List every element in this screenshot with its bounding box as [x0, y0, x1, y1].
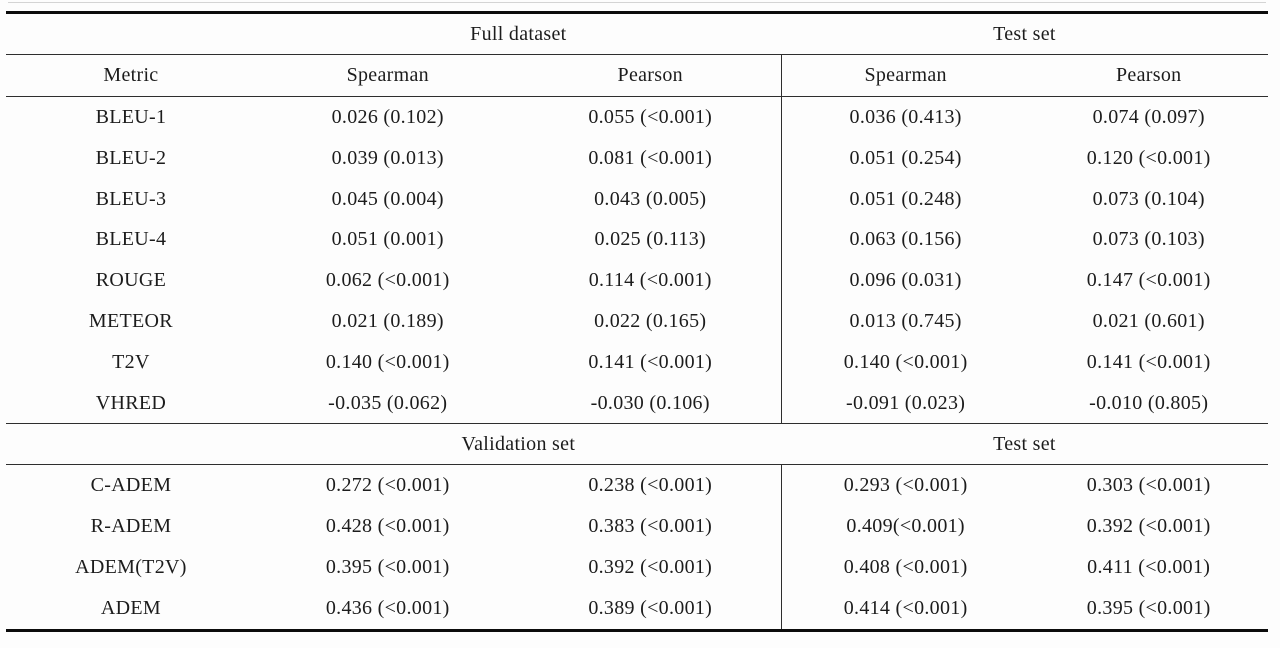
table-row-bleu4: BLEU-4 0.051 (0.001) 0.025 (0.113) 0.063… — [6, 219, 1268, 261]
value-cell: 0.395 (<0.001) — [325, 555, 450, 578]
value-cell: 0.140 (<0.001) — [780, 341, 1030, 383]
value-cell: 0.039 (0.013) — [331, 146, 444, 169]
group-header-full-dataset: Full dataset — [470, 23, 567, 45]
metric-cell: C-ADEM — [90, 474, 172, 497]
column-header-row: Metric Spearman Pearson Spearman Pearson — [6, 55, 1268, 96]
value-cell: 0.025 (0.113) — [594, 228, 706, 251]
value-cell: 0.428 (<0.001) — [325, 515, 450, 538]
table-row-meteor: METEOR 0.021 (0.189) 0.022 (0.165) 0.013… — [6, 300, 1268, 342]
value-cell: 0.293 (<0.001) — [780, 465, 1030, 507]
table-row-r-adem: R-ADEM 0.428 (<0.001) 0.383 (<0.001) 0.4… — [6, 506, 1268, 547]
column-header-spearman-left: Spearman — [346, 64, 429, 86]
metric-cell: T2V — [112, 350, 150, 373]
value-cell: 0.045 (0.004) — [331, 187, 444, 210]
value-cell: 0.140 (<0.001) — [325, 350, 450, 373]
table-row-bleu2: BLEU-2 0.039 (0.013) 0.081 (<0.001) 0.05… — [6, 137, 1268, 179]
table-row-vhred: VHRED -0.035 (0.062) -0.030 (0.106) -0.0… — [6, 382, 1268, 424]
correlation-metrics-table: Full dataset Test set Metric Spearman Pe… — [6, 11, 1268, 632]
rule-above-second-group-header — [6, 423, 1268, 425]
column-header-pearson-right: Pearson — [1116, 64, 1182, 86]
value-cell: 0.392 (<0.001) — [1086, 515, 1211, 538]
column-header-pearson-left: Pearson — [617, 64, 683, 86]
metric-cell: BLEU-2 — [95, 146, 167, 169]
metric-cell: BLEU-1 — [95, 106, 167, 128]
value-cell: 0.081 (<0.001) — [588, 146, 713, 169]
value-cell: 0.114 (<0.001) — [588, 269, 712, 292]
group-header-spacer — [6, 424, 256, 464]
table-row-rouge: ROUGE 0.062 (<0.001) 0.114 (<0.001) 0.09… — [6, 260, 1268, 301]
metric-cell: ADEM(T2V) — [75, 555, 187, 578]
value-cell: -0.035 (0.062) — [328, 391, 448, 414]
value-cell: 0.120 (<0.001) — [1086, 146, 1211, 169]
value-cell: -0.091 (0.023) — [780, 382, 1030, 424]
value-cell: 0.073 (0.103) — [1092, 228, 1205, 251]
top-rule — [6, 11, 1268, 14]
value-cell: 0.436 (<0.001) — [325, 596, 450, 619]
table-row-bleu3: BLEU-3 0.045 (0.004) 0.043 (0.005) 0.051… — [6, 178, 1268, 220]
value-cell: 0.141 (<0.001) — [1086, 350, 1211, 373]
value-cell: 0.147 (<0.001) — [1086, 269, 1211, 292]
value-cell: -0.030 (0.106) — [590, 391, 710, 414]
table-row-bleu1: BLEU-1 0.026 (0.102) 0.055 (<0.001) 0.03… — [6, 97, 1268, 138]
value-cell: -0.010 (0.805) — [1089, 391, 1209, 414]
value-cell: 0.411 (<0.001) — [1087, 555, 1211, 578]
value-cell: 0.392 (<0.001) — [588, 555, 713, 578]
table-row-adem: ADEM 0.436 (<0.001) 0.389 (<0.001) 0.414… — [6, 587, 1268, 629]
value-cell: 0.389 (<0.001) — [588, 596, 713, 619]
value-cell: 0.395 (<0.001) — [1086, 596, 1211, 619]
value-cell: 0.383 (<0.001) — [588, 515, 713, 538]
value-cell: 0.096 (0.031) — [780, 260, 1030, 301]
value-cell: 0.073 (0.104) — [1092, 187, 1205, 210]
value-cell: 0.074 (0.097) — [1092, 106, 1205, 128]
value-cell: 0.051 (0.001) — [331, 228, 444, 251]
value-cell: 0.141 (<0.001) — [588, 350, 713, 373]
table-row-t2v: T2V 0.140 (<0.001) 0.141 (<0.001) 0.140 … — [6, 341, 1268, 383]
value-cell: 0.063 (0.156) — [780, 219, 1030, 261]
metric-cell: ROUGE — [95, 269, 167, 292]
value-cell: 0.051 (0.254) — [780, 137, 1030, 179]
bottom-rule — [6, 628, 1268, 632]
value-cell: 0.062 (<0.001) — [325, 269, 450, 292]
value-cell: 0.409(<0.001) — [780, 506, 1030, 547]
metric-cell: BLEU-4 — [95, 228, 167, 251]
group-header-test-set: Test set — [993, 23, 1056, 45]
table-row-c-adem: C-ADEM 0.272 (<0.001) 0.238 (<0.001) 0.2… — [6, 465, 1268, 507]
metric-cell: BLEU-3 — [95, 187, 167, 210]
value-cell: 0.026 (0.102) — [331, 106, 444, 128]
value-cell: 0.022 (0.165) — [594, 309, 707, 332]
rule-below-second-group-header — [6, 464, 1268, 466]
group-header-validation-set: Validation set — [461, 433, 576, 456]
value-cell: 0.303 (<0.001) — [1086, 474, 1211, 497]
value-cell: 0.414 (<0.001) — [780, 587, 1030, 629]
value-cell: 0.238 (<0.001) — [588, 474, 713, 497]
column-header-metric: Metric — [103, 64, 159, 86]
value-cell: 0.021 (0.601) — [1092, 309, 1205, 332]
value-cell: 0.043 (0.005) — [594, 187, 707, 210]
value-cell: 0.036 (0.413) — [780, 97, 1030, 138]
metric-cell: VHRED — [95, 391, 167, 414]
metric-cell: ADEM — [100, 596, 161, 619]
value-cell: 0.051 (0.248) — [780, 178, 1030, 220]
value-cell: 0.055 (<0.001) — [588, 106, 713, 128]
table-row-adem-t2v: ADEM(T2V) 0.395 (<0.001) 0.392 (<0.001) … — [6, 546, 1268, 588]
value-cell: 0.013 (0.745) — [780, 300, 1030, 342]
rule-below-group-header — [6, 54, 1268, 55]
value-cell: 0.021 (0.189) — [331, 309, 444, 332]
group-header-spacer — [6, 14, 256, 54]
value-cell: 0.408 (<0.001) — [780, 546, 1030, 588]
rule-below-column-header — [6, 96, 1268, 97]
value-cell: 0.272 (<0.001) — [325, 474, 450, 497]
column-header-spearman-right: Spearman — [780, 55, 1030, 96]
group-header-test-set-bottom: Test set — [993, 433, 1056, 456]
metric-cell: METEOR — [88, 309, 173, 332]
group-header-row-bottom: Validation set Test set — [6, 424, 1268, 464]
top-hairline — [8, 2, 1266, 3]
metric-cell: R-ADEM — [90, 515, 172, 538]
group-header-row-top: Full dataset Test set — [6, 14, 1268, 54]
